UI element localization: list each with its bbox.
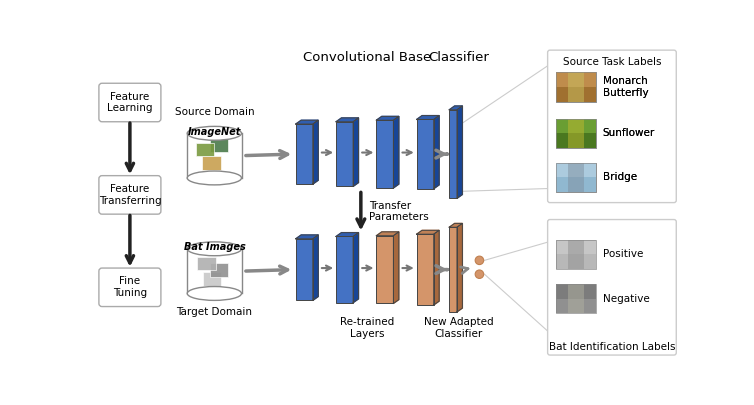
Polygon shape	[434, 115, 439, 189]
Bar	[449, 110, 457, 198]
Polygon shape	[376, 232, 399, 236]
Ellipse shape	[187, 126, 241, 140]
Bar	[336, 237, 353, 303]
Bar	[296, 239, 313, 301]
Ellipse shape	[187, 242, 241, 256]
Polygon shape	[336, 118, 358, 122]
Bar	[417, 119, 434, 189]
Text: Negative: Negative	[602, 294, 649, 304]
Text: Transfer
Parameters: Transfer Parameters	[369, 200, 428, 222]
Polygon shape	[417, 115, 439, 119]
Polygon shape	[394, 232, 399, 303]
Polygon shape	[434, 230, 439, 305]
Bar	[376, 120, 394, 188]
Polygon shape	[296, 120, 318, 124]
FancyBboxPatch shape	[556, 119, 596, 148]
Polygon shape	[376, 116, 399, 120]
Bar	[556, 240, 596, 269]
FancyBboxPatch shape	[99, 83, 161, 122]
Polygon shape	[457, 106, 462, 198]
Text: Sunflower: Sunflower	[602, 128, 655, 138]
Polygon shape	[417, 230, 439, 234]
Bar	[556, 284, 596, 299]
Text: Positive: Positive	[602, 249, 643, 259]
Polygon shape	[296, 235, 318, 239]
Bar	[556, 119, 596, 133]
Bar	[556, 72, 596, 87]
Text: Re-trained
Layers: Re-trained Layers	[340, 318, 394, 339]
Text: Fine
Tuning: Fine Tuning	[113, 277, 147, 298]
Bar	[569, 284, 584, 313]
Bar	[203, 272, 222, 286]
Circle shape	[475, 270, 483, 279]
Polygon shape	[394, 116, 399, 188]
Bar	[556, 72, 596, 102]
Text: Feature
Transferring: Feature Transferring	[99, 184, 161, 206]
Bar	[556, 162, 596, 192]
Text: Sunflower: Sunflower	[602, 128, 655, 138]
FancyBboxPatch shape	[547, 50, 676, 202]
Bar	[210, 263, 228, 277]
Polygon shape	[449, 224, 462, 227]
Text: ImageNet: ImageNet	[188, 127, 241, 137]
FancyBboxPatch shape	[556, 72, 596, 102]
Bar	[556, 162, 596, 177]
Bar	[556, 119, 596, 148]
Text: New Adapted
Classifier: New Adapted Classifier	[424, 318, 494, 339]
Text: Target Domain: Target Domain	[176, 307, 253, 317]
Bar	[417, 234, 434, 305]
FancyBboxPatch shape	[99, 268, 161, 307]
Bar	[187, 249, 241, 294]
Text: Bat Images: Bat Images	[183, 242, 245, 252]
Polygon shape	[336, 232, 358, 237]
Bar	[569, 240, 584, 269]
Text: Source Domain: Source Domain	[175, 107, 254, 117]
Bar	[556, 284, 596, 313]
Text: Bridge: Bridge	[602, 172, 637, 182]
Bar	[556, 240, 596, 254]
Bar	[556, 240, 596, 269]
Text: Monarch
Butterfly: Monarch Butterfly	[602, 76, 648, 98]
Bar	[296, 124, 313, 184]
Bar	[196, 143, 214, 156]
Polygon shape	[313, 120, 318, 184]
Bar	[449, 227, 457, 312]
Bar	[202, 156, 221, 170]
Ellipse shape	[187, 171, 241, 185]
Polygon shape	[457, 224, 462, 312]
Bar	[376, 236, 394, 303]
Bar	[569, 162, 584, 192]
Text: Bat Identification Labels: Bat Identification Labels	[549, 342, 675, 352]
Text: Source Task Labels: Source Task Labels	[562, 57, 661, 67]
Bar	[569, 119, 584, 148]
FancyBboxPatch shape	[547, 220, 676, 355]
Circle shape	[475, 256, 483, 264]
Bar	[569, 72, 584, 102]
Polygon shape	[449, 106, 462, 110]
Bar	[556, 284, 596, 313]
Bar	[556, 72, 596, 102]
Bar	[187, 133, 241, 178]
Text: Convolutional Base: Convolutional Base	[303, 51, 431, 64]
Text: Bridge: Bridge	[602, 172, 637, 182]
Polygon shape	[353, 232, 358, 303]
Bar	[556, 119, 596, 148]
Bar	[210, 138, 228, 152]
Bar	[336, 122, 353, 186]
FancyBboxPatch shape	[556, 162, 596, 192]
Polygon shape	[353, 118, 358, 186]
Bar	[556, 162, 596, 192]
Bar	[198, 256, 216, 271]
Polygon shape	[313, 235, 318, 301]
Text: Monarch
Butterfly: Monarch Butterfly	[602, 76, 648, 98]
Text: Feature
Learning: Feature Learning	[107, 92, 152, 113]
Ellipse shape	[187, 286, 241, 301]
FancyBboxPatch shape	[99, 176, 161, 214]
Text: Classifier: Classifier	[428, 51, 489, 64]
